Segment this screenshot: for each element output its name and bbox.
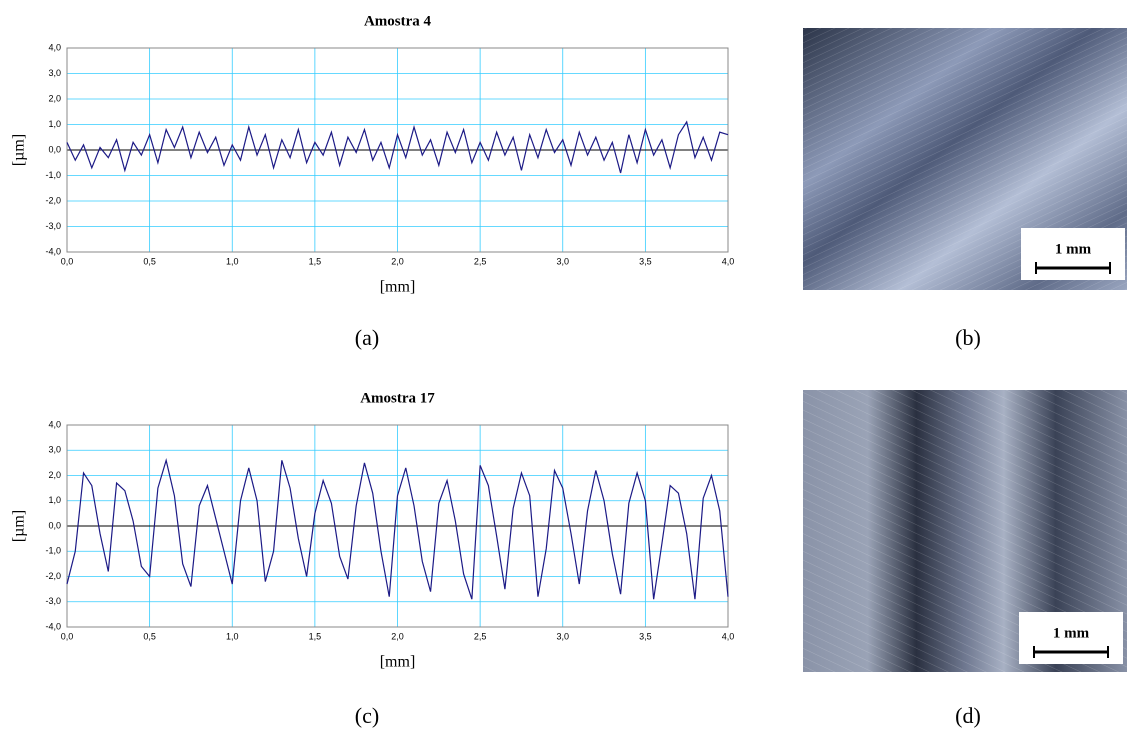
profile-line (66, 458, 729, 600)
y-tick-label: 2,0 (48, 93, 61, 103)
y-tick-label: -2,0 (45, 571, 61, 581)
x-tick-label: 3,5 (639, 631, 652, 641)
x-tick-label: 4,0 (722, 256, 735, 266)
y-tick-label: 0,0 (48, 144, 61, 154)
x-tick-label: 3,5 (639, 256, 652, 266)
x-tick-label: 0,0 (61, 631, 74, 641)
y-tick-label: 0,0 (48, 520, 61, 530)
y-tick-label: 2,0 (48, 470, 61, 480)
x-tick-label: 2,0 (391, 256, 404, 266)
x-tick-label: 1,5 (309, 256, 322, 266)
x-axis-label: [mm] (380, 654, 416, 671)
y-tick-label: 3,0 (48, 68, 61, 78)
y-tick-label: -3,0 (45, 221, 61, 231)
x-tick-label: 2,5 (474, 631, 487, 641)
panel-label: (d) (955, 703, 981, 728)
y-tick-label: 4,0 (48, 42, 61, 52)
chart-title: Amostra 17 (360, 390, 435, 406)
y-tick-label: 4,0 (48, 419, 61, 429)
panel-label: (a) (355, 325, 379, 350)
y-tick-label: -1,0 (45, 170, 61, 180)
panel-label: (b) (955, 325, 981, 350)
x-tick-label: 1,0 (226, 256, 239, 266)
y-tick-label: -2,0 (45, 195, 61, 205)
y-tick-label: -4,0 (45, 621, 61, 631)
y-tick-label: 1,0 (48, 495, 61, 505)
panel-label: (c) (355, 703, 379, 728)
x-tick-label: 0,5 (143, 631, 156, 641)
plot-border (66, 47, 729, 253)
profile-line (66, 120, 729, 174)
plot-border (66, 424, 729, 628)
x-tick-label: 3,0 (556, 256, 569, 266)
x-tick-label: 1,0 (226, 631, 239, 641)
x-tick-label: 4,0 (722, 631, 735, 641)
y-axis-label: [µm] (11, 510, 28, 542)
y-tick-label: -3,0 (45, 596, 61, 606)
x-tick-label: 0,5 (143, 256, 156, 266)
y-tick-label: -1,0 (45, 546, 61, 556)
y-tick-label: 1,0 (48, 119, 61, 129)
chart-title: Amostra 4 (364, 13, 432, 29)
x-axis-label: [mm] (380, 279, 416, 296)
scale-bar-label: 1 mm (1053, 625, 1090, 641)
x-tick-label: 1,5 (309, 631, 322, 641)
micrograph-d: 1 mm (803, 390, 1127, 672)
scale-bar-label: 1 mm (1055, 241, 1092, 257)
x-tick-label: 0,0 (61, 256, 74, 266)
y-axis-label: [µm] (11, 134, 28, 166)
x-tick-label: 2,5 (474, 256, 487, 266)
micrograph-b: 1 mm (803, 28, 1127, 290)
y-tick-label: -4,0 (45, 246, 61, 256)
y-tick-label: 3,0 (48, 445, 61, 455)
x-tick-label: 3,0 (556, 631, 569, 641)
x-tick-label: 2,0 (391, 631, 404, 641)
